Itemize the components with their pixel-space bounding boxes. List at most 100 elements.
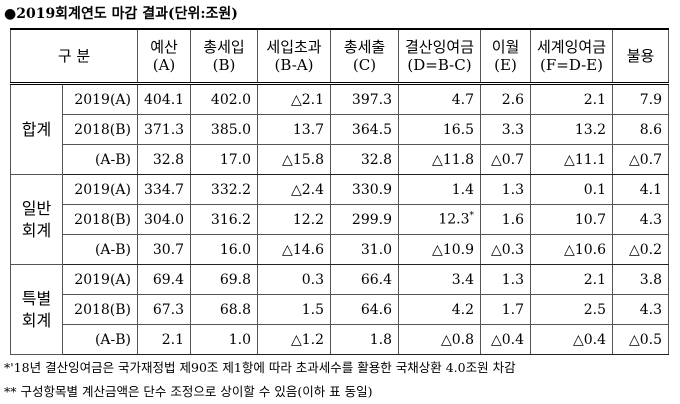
value-cell: 66.4 <box>330 264 399 295</box>
cell-value: 4.7 <box>451 91 474 108</box>
value-cell: △0.5 <box>612 324 669 355</box>
value-cell: 334.7 <box>137 174 191 205</box>
table-row: 2018(B) 304.0 316.2 12.2 299.9 12.3* 1.6 10.7 4.… <box>11 204 669 235</box>
cell-value: 1.7 <box>501 301 524 318</box>
value-cell: △0.7 <box>612 144 669 175</box>
table-row: 일반 회계 2019(A) 334.7 332.2 △2.4 330.9 1.4 1.3 0.1… <box>10 174 669 265</box>
value-cell: 1.0 <box>190 324 258 355</box>
value-cell: 7.9 <box>612 83 669 115</box>
cell-value: 4.3 <box>639 301 662 318</box>
value-cell: 64.6 <box>330 294 399 325</box>
cell-value: 1.3 <box>501 181 524 198</box>
value-cell: 69.4 <box>137 264 191 295</box>
cell-value: △1.2 <box>290 331 324 348</box>
value-cell: △1.2 <box>257 324 331 355</box>
value-cell: 332.2 <box>190 174 258 205</box>
value-cell: △0.7 <box>480 144 531 175</box>
footnote: ** 구성항목별 계산금액은 단수 조정으로 상이할 수 있음(이하 표 동일) <box>4 384 373 399</box>
value-cell: 1.6 <box>480 204 531 235</box>
cell-value: 1.6 <box>501 211 524 228</box>
value-cell: 13.2 <box>530 114 613 145</box>
cell-value: △14.6 <box>282 241 324 258</box>
value-cell: 316.2 <box>190 204 258 235</box>
cell-value: 330.9 <box>351 181 392 198</box>
footnote: *'18년 결산잉여금은 국가재정법 제90조 제1항에 따라 초과세수를 활용… <box>4 360 516 375</box>
value-cell: 8.6 <box>612 114 669 145</box>
cell-value: △10.6 <box>564 241 606 258</box>
cell-value: 4.3 <box>639 211 662 228</box>
value-cell: 12.2 <box>257 204 331 235</box>
cell-value: 4.2 <box>451 301 474 318</box>
cell-value: 13.2 <box>574 121 606 138</box>
cell-value: 0.3 <box>301 271 324 288</box>
value-cell: △0.4 <box>480 324 531 355</box>
row-label: 2019(A) <box>62 83 138 115</box>
cell-value: 402.0 <box>210 91 251 108</box>
cell-value: 1.0 <box>228 331 251 348</box>
value-cell: 2.1 <box>137 324 191 355</box>
value-cell: 402.0 <box>190 83 258 115</box>
cell-value: △0.7 <box>490 151 524 168</box>
cell-value: 385.0 <box>210 121 251 138</box>
value-cell: 17.0 <box>190 144 258 175</box>
value-cell: △2.4 <box>257 174 331 205</box>
value-cell: 68.8 <box>190 294 258 325</box>
cell-value: 7.9 <box>639 91 662 108</box>
column-header: 예산 (A) <box>137 28 191 85</box>
value-cell: △11.8 <box>398 144 481 175</box>
value-cell: 10.7 <box>530 204 613 235</box>
value-cell: △15.8 <box>257 144 331 175</box>
cell-value: 16.0 <box>219 241 251 258</box>
value-cell: 32.8 <box>330 144 399 175</box>
cell-value: △0.4 <box>572 331 606 348</box>
value-cell: 1.5 <box>257 294 331 325</box>
column-header: 세입초과 (B-A) <box>257 28 331 85</box>
value-cell: 3.8 <box>612 264 669 295</box>
cell-value: 397.3 <box>351 91 392 108</box>
cell-value: 17.0 <box>219 151 251 168</box>
table-body: 합계 2019(A) 404.1 402.0 △2.1 397.3 4.7 2.6 2.1 7.9… <box>10 83 669 355</box>
value-cell: 2.5 <box>530 294 613 325</box>
value-cell: △0.8 <box>398 324 481 355</box>
note-mark: * <box>469 211 475 222</box>
value-cell: 69.8 <box>190 264 258 295</box>
title: ●2019회계연도 마감 결과(단위:조원) <box>4 6 238 22</box>
value-cell: 1.3 <box>480 264 531 295</box>
row-label: 2019(A) <box>62 264 138 295</box>
header-row: 구 분 예산 (A) 총세입 (B) 세입초과 (B-A) 총세출 (C) 결산잉여금 … <box>10 28 669 85</box>
value-cell: △2.1 <box>257 83 331 115</box>
table-row: 2018(B) 67.3 68.8 1.5 64.6 4.2 1.7 2.5 4.3 <box>11 294 669 325</box>
cell-value: △0.4 <box>490 331 524 348</box>
value-cell: 304.0 <box>137 204 191 235</box>
cell-value: 2.6 <box>501 91 524 108</box>
cell-value: 404.1 <box>144 91 185 108</box>
value-cell: 1.4 <box>398 174 481 205</box>
cell-value: △2.4 <box>290 181 324 198</box>
cell-value: 364.5 <box>351 121 392 138</box>
cell-value: 0.1 <box>583 181 606 198</box>
value-cell: △10.9 <box>398 234 481 265</box>
cell-value: 299.9 <box>351 211 392 228</box>
cell-value: 66.4 <box>360 271 392 288</box>
value-cell: △0.4 <box>530 324 613 355</box>
cell-value: 10.7 <box>574 211 606 228</box>
value-cell: 30.7 <box>137 234 191 265</box>
value-cell: 0.1 <box>530 174 613 205</box>
row-label: (A-B) <box>62 234 138 265</box>
table-row: (A-B) 30.7 16.0 △14.6 31.0 △10.9 △0.3 △10.6 △0.2 <box>11 234 669 265</box>
value-cell: 330.9 <box>330 174 399 205</box>
cell-value: 13.7 <box>292 121 324 138</box>
cell-value: 16.5 <box>442 121 474 138</box>
value-cell: △10.6 <box>530 234 613 265</box>
value-cell: △0.3 <box>480 234 531 265</box>
cell-value: 32.8 <box>152 151 184 168</box>
value-cell: 1.8 <box>330 324 399 355</box>
table-row: 특별 회계 2019(A) 69.4 69.8 0.3 66.4 3.4 1.3 2.1 3.8 <box>10 264 669 355</box>
cell-value: △0.8 <box>440 331 474 348</box>
value-cell: 385.0 <box>190 114 258 145</box>
column-header: 불용 <box>612 28 669 85</box>
cell-value: 3.3 <box>501 121 524 138</box>
cell-value: △10.9 <box>432 241 474 258</box>
row-label: 2018(B) <box>62 204 138 235</box>
cell-value: 67.3 <box>152 301 184 318</box>
